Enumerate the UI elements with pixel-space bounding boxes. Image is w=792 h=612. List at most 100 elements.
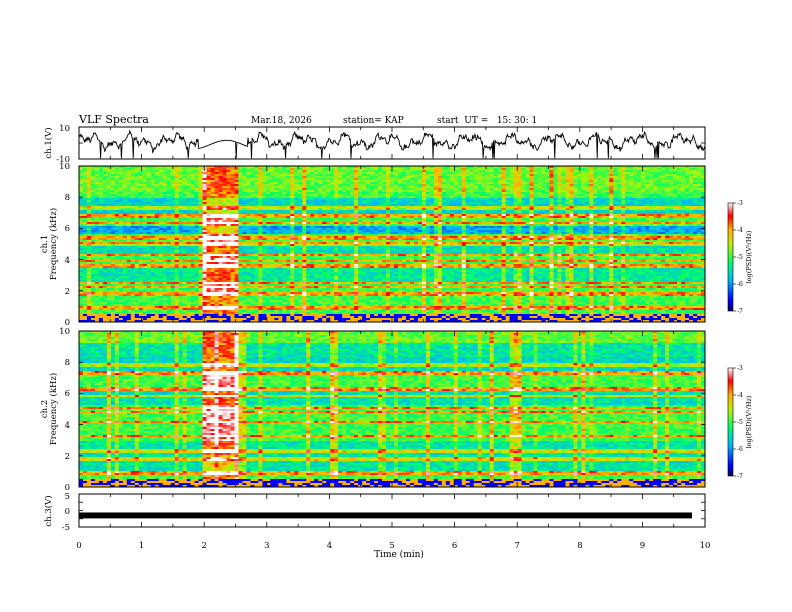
spec1-cell [302,192,307,195]
spec1-cell [617,178,622,181]
spec1-cell [677,168,682,171]
spec1-cell [146,194,152,197]
spec1-cell [649,204,654,207]
spec1-cell [310,194,315,197]
spec1-cell [449,190,455,193]
spec1-cell [230,208,235,211]
spec1-cell [453,178,459,181]
spec1-cell [413,190,419,193]
spec1-cell [290,176,295,179]
spec1-cell [334,166,339,169]
spec1-cell [102,184,108,187]
spec1-cell [689,204,694,207]
spec1-cell [370,178,375,181]
spec1-cell [254,168,259,171]
spec1-cell [609,168,614,171]
spec1-cell [445,184,451,187]
spec1-cell [573,190,578,193]
spec1-cell [286,200,291,203]
spec1-cell [441,176,447,179]
spec1-cell [697,184,702,187]
spec1-cell [190,208,196,211]
spec1-cell [445,190,451,193]
spec1-cell [449,172,455,175]
spec1-cell [286,174,291,177]
spec1-cell [665,196,670,199]
spec1-cell [142,192,148,195]
spec1-cell [162,202,168,205]
spec1-cell [453,190,459,193]
spec1-cell [150,188,156,191]
spec1-cell [258,170,263,173]
spec1-cell [302,190,307,193]
spec1-cell [310,182,315,185]
spec1-cell [653,178,658,181]
spec1-cell [697,198,702,201]
spec1-cell [553,184,558,187]
spec1-cell [390,172,395,175]
spec1-cell [665,166,670,169]
spec1-cell [425,178,431,181]
spec1-cell [425,170,431,173]
spec1-cell [701,174,706,177]
spec1-cell [102,206,108,209]
spec1-cell [270,166,275,169]
spec1-cell [118,204,124,207]
spec1-cell [214,174,219,177]
spec1-cell [689,206,694,209]
spec1-cell [545,168,550,171]
spec1-cell [266,186,271,189]
spec1-cell [306,180,311,183]
spec1-cell [457,208,463,211]
spec1-cell [533,172,538,175]
spec1-cell [553,194,558,197]
spec1-cell [629,194,634,197]
spec1-cell [641,170,646,173]
spec1-cell [130,170,136,173]
spec1-cell [649,182,654,185]
spec1-cell [405,200,411,203]
spec1-cell [290,200,295,203]
spec1-cell [465,184,471,187]
spec1-cell [573,180,578,183]
spec1-cell [545,180,550,183]
spec1-cell [601,170,606,173]
spec1-cell [637,200,642,203]
spec1-cell [433,178,439,181]
spec1-cell [429,206,435,209]
spec1-cell [246,178,251,181]
spec1-cell [310,204,315,207]
spec1-cell [322,184,327,187]
spec1-cell [465,166,471,169]
spec1-cell [697,176,702,179]
spec1-cell [453,204,459,207]
spec1-cell [318,198,323,201]
spec1-cell [94,200,100,203]
spec1-cell [242,196,247,199]
spec1-cell [254,206,259,209]
spec1-cell [262,198,267,201]
spec1-cell [234,198,239,201]
spec1-cell [589,180,594,183]
spec1-cell [326,186,331,189]
spec1-cell [154,182,160,185]
spec1-cell [609,166,614,169]
spec1-cell [593,178,598,181]
spec1-cell [673,204,678,207]
spec1-cell [166,204,172,207]
spec1-cell [549,168,554,171]
spec1-cell [441,170,447,173]
spec1-cell [274,198,279,201]
spec1-cell [425,172,431,175]
spec1-cell [294,194,299,197]
spec1-cell [685,174,690,177]
spec1-cell [689,196,694,199]
spec1-cell [282,188,287,191]
spec1-cell [553,192,558,195]
spec1-cell [565,174,570,177]
spec1-cell [577,208,582,211]
spec1-cell [513,182,518,185]
spec1-cell [573,188,578,191]
spec1-cell [142,176,148,179]
spec1-cell [533,182,538,185]
